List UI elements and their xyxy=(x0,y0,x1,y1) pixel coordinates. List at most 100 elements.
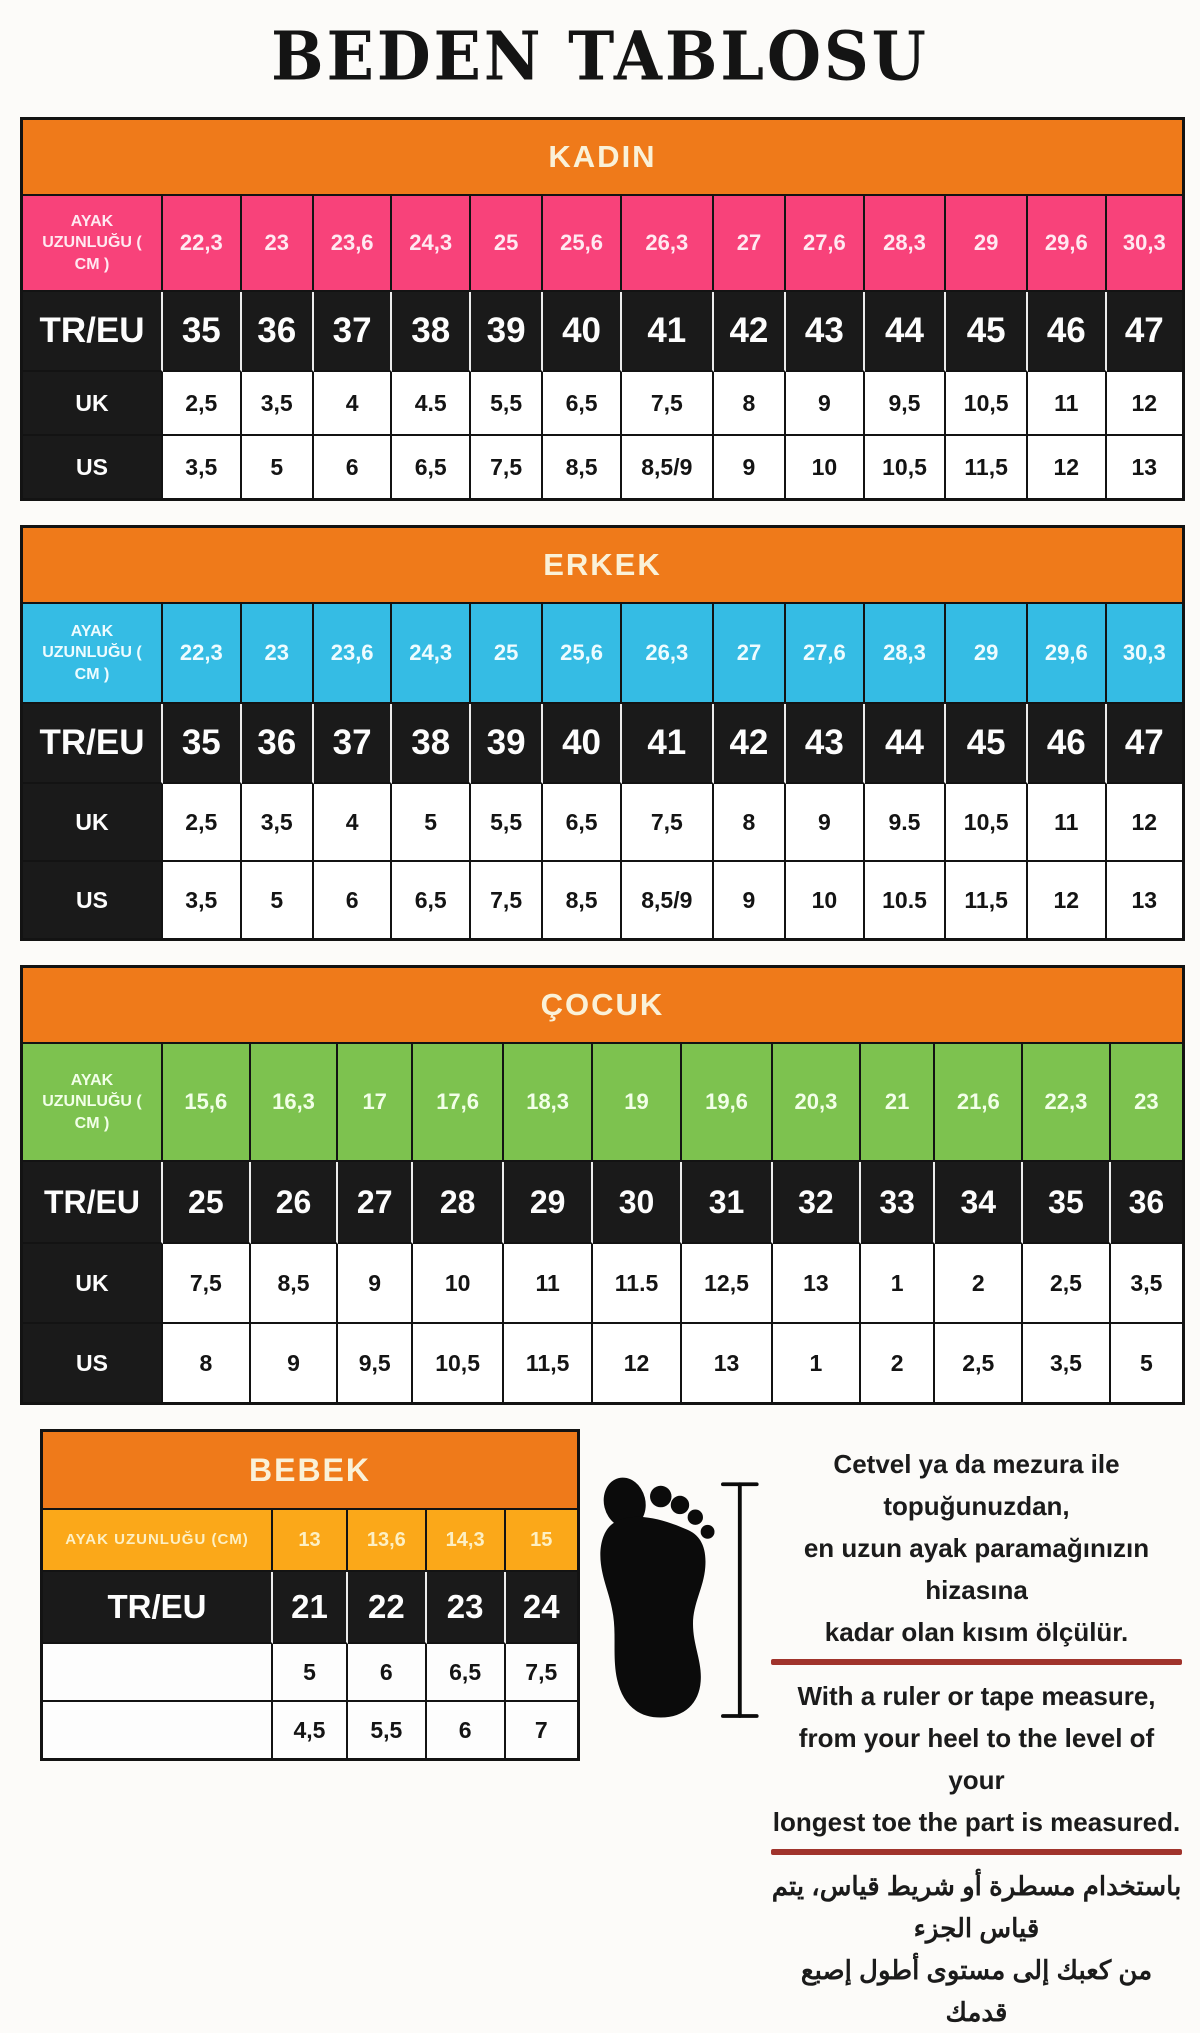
erkek-uk-cell: 7,5 xyxy=(621,784,714,862)
cocuk-uk-cell: 11 xyxy=(504,1244,594,1324)
kadin-uk-row: UK 2,5 3,5 4 4.5 5,5 6,5 7,5 8 9 9,5 10,5 11 12 xyxy=(23,372,1182,436)
cocuk-foot-length-row: AYAK UZUNLUĞU ( CM ) 15,6 16,3 17 17,6 18,3 1… xyxy=(23,1044,1182,1162)
erkek-us-cell: 13 xyxy=(1106,862,1182,938)
erkek-foot-length-cell: 23,6 xyxy=(313,604,393,704)
cocuk-foot-length-cell: 20,3 xyxy=(773,1044,861,1162)
kadin-us-cell: 6 xyxy=(313,436,393,498)
bebek-section-title: BEBEK xyxy=(43,1432,577,1510)
cocuk-eu-row: TR/EU 25 26 27 28 29 30 31 32 33 34 35 36 xyxy=(23,1162,1182,1244)
kadin-us-cell: 6,5 xyxy=(392,436,471,498)
cocuk-uk-label: UK xyxy=(23,1244,163,1324)
kadin-foot-length-cell: 23 xyxy=(241,196,314,292)
kadin-us-cell: 8,5 xyxy=(543,436,622,498)
kadin-foot-length-cell: 30,3 xyxy=(1106,196,1182,292)
kadin-foot-length-cell: 22,3 xyxy=(163,196,242,292)
bebek-us-cell: 6,5 xyxy=(426,1644,506,1702)
cocuk-uk-row: UK 7,5 8,5 9 10 11 11.5 12,5 13 1 2 2,5 3,5 xyxy=(23,1244,1182,1324)
erkek-foot-length-cell: 25,6 xyxy=(543,604,622,704)
cocuk-section-title: ÇOCUK xyxy=(23,968,1182,1044)
bebek-foot-length-cell: 13,6 xyxy=(347,1510,427,1572)
kadin-foot-length-row: AYAK UZUNLUĞU ( CM ) 22,3 23 23,6 24,3 25 25,… xyxy=(23,196,1182,292)
cocuk-foot-length-cell: 21,6 xyxy=(935,1044,1024,1162)
kadin-eu-cell: 37 xyxy=(313,292,393,372)
cocuk-foot-length-cell: 17,6 xyxy=(413,1044,505,1162)
erkek-table: ERKEK AYAK UZUNLUĞU ( CM ) 22,3 23 23,6 24,… xyxy=(20,525,1185,941)
bebek-foot-length-cell: 14,3 xyxy=(426,1510,506,1572)
erkek-uk-cell: 2,5 xyxy=(163,784,242,862)
cocuk-uk-cell: 10 xyxy=(413,1244,505,1324)
cocuk-foot-length-cell: 15,6 xyxy=(163,1044,251,1162)
erkek-us-cell: 8,5 xyxy=(543,862,622,938)
foot-measure-diagram xyxy=(594,1429,759,1773)
cocuk-uk-cell: 2,5 xyxy=(1023,1244,1111,1324)
foot-silhouette-icon xyxy=(600,1477,759,1718)
kadin-uk-cell: 7,5 xyxy=(621,372,714,436)
cocuk-uk-cell: 9 xyxy=(338,1244,414,1324)
kadin-eu-cell: 44 xyxy=(864,292,947,372)
instruction-en-line: With a ruler or tape measure, xyxy=(797,1681,1156,1711)
erkek-uk-cell: 8 xyxy=(713,784,787,862)
cocuk-eu-cell: 29 xyxy=(504,1162,594,1244)
bebek-uk-cell: 7 xyxy=(505,1702,577,1758)
erkek-uk-cell: 6,5 xyxy=(543,784,622,862)
cocuk-table: ÇOCUK AYAK UZUNLUĞU ( CM ) 15,6 16,3 17 17,… xyxy=(20,965,1185,1405)
instruction-tr-line: Cetvel ya da mezura ile topuğunuzdan, xyxy=(833,1449,1120,1521)
red-divider xyxy=(771,1849,1182,1855)
bebek-uk-cell: 5,5 xyxy=(347,1702,427,1758)
erkek-uk-cell: 3,5 xyxy=(241,784,314,862)
page-title: BEDEN TABLOSU xyxy=(271,16,929,96)
kadin-us-cell: 9 xyxy=(713,436,787,498)
kadin-uk-cell: 8 xyxy=(713,372,787,436)
kadin-table: KADIN AYAK UZUNLUĞU ( CM ) 22,3 23 23,6 24,… xyxy=(20,117,1185,501)
erkek-us-cell: 10 xyxy=(786,862,865,938)
kadin-section-title: KADIN xyxy=(23,120,1182,196)
erkek-foot-length-row: AYAK UZUNLUĞU ( CM ) 22,3 23 23,6 24,3 25 25,… xyxy=(23,604,1182,704)
erkek-eu-cell: 37 xyxy=(313,704,393,784)
bebek-us-cell: 5 xyxy=(273,1644,348,1702)
kadin-eu-cell: 46 xyxy=(1028,292,1107,372)
erkek-us-row: US 3,5 5 6 6,5 7,5 8,5 8,5/9 9 10 10.5 11,5 12 13 xyxy=(23,862,1182,938)
erkek-foot-length-label: AYAK UZUNLUĞU ( CM ) xyxy=(23,604,163,704)
cocuk-foot-length-label: AYAK UZUNLUĞU ( CM ) xyxy=(23,1044,163,1162)
cocuk-us-cell: 12 xyxy=(593,1324,682,1402)
erkek-foot-length-cell: 24,3 xyxy=(392,604,471,704)
kadin-eu-cell: 47 xyxy=(1106,292,1182,372)
erkek-uk-cell: 4 xyxy=(313,784,393,862)
cocuk-foot-length-cell: 22,3 xyxy=(1023,1044,1111,1162)
erkek-uk-cell: 9.5 xyxy=(864,784,947,862)
bebek-us-cell: 6 xyxy=(347,1644,427,1702)
kadin-eu-cell: 42 xyxy=(713,292,787,372)
instruction-ar-line: باستخدام مسطرة أو شريط قياس، يتم قياس ال… xyxy=(771,1871,1182,1943)
bebek-header-row: BEBEK xyxy=(43,1432,577,1510)
kadin-uk-label: UK xyxy=(23,372,163,436)
instruction-ar-line: من كعبك إلى مستوى أطول إصبع قدمك xyxy=(800,1955,1153,2027)
erkek-us-cell: 9 xyxy=(713,862,787,938)
bebek-eu-cell: 21 xyxy=(273,1572,348,1644)
bebek-uk-cell: 4,5 xyxy=(273,1702,348,1758)
erkek-eu-cell: 38 xyxy=(392,704,471,784)
kadin-uk-cell: 2,5 xyxy=(163,372,242,436)
cocuk-uk-cell: 7,5 xyxy=(163,1244,251,1324)
bebek-us-row: US 5 6 6,5 7,5 xyxy=(43,1644,577,1702)
cocuk-foot-length-cell: 21 xyxy=(860,1044,936,1162)
erkek-eu-cell: 47 xyxy=(1106,704,1182,784)
erkek-eu-cell: 39 xyxy=(470,704,544,784)
erkek-foot-length-cell: 27 xyxy=(713,604,787,704)
erkek-eu-cell: 44 xyxy=(864,704,947,784)
cocuk-foot-length-cell: 18,3 xyxy=(504,1044,594,1162)
kadin-foot-length-label: AYAK UZUNLUĞU ( CM ) xyxy=(23,196,163,292)
erkek-us-cell: 11,5 xyxy=(946,862,1028,938)
kadin-us-cell: 11,5 xyxy=(946,436,1028,498)
erkek-us-cell: 6,5 xyxy=(392,862,471,938)
erkek-eu-cell: 36 xyxy=(241,704,314,784)
erkek-uk-label: UK xyxy=(23,784,163,862)
bebek-uk-row: UK 4,5 5,5 6 7 xyxy=(43,1702,577,1758)
kadin-eu-cell: 35 xyxy=(163,292,242,372)
erkek-us-cell: 7,5 xyxy=(470,862,544,938)
erkek-us-cell: 10.5 xyxy=(864,862,947,938)
kadin-us-row: US 3,5 5 6 6,5 7,5 8,5 8,5/9 9 10 10,5 11,5 12 13 xyxy=(23,436,1182,498)
cocuk-foot-length-cell: 16,3 xyxy=(250,1044,339,1162)
cocuk-eu-cell: 36 xyxy=(1110,1162,1182,1244)
cocuk-us-cell: 13 xyxy=(681,1324,774,1402)
kadin-eu-cell: 45 xyxy=(946,292,1028,372)
